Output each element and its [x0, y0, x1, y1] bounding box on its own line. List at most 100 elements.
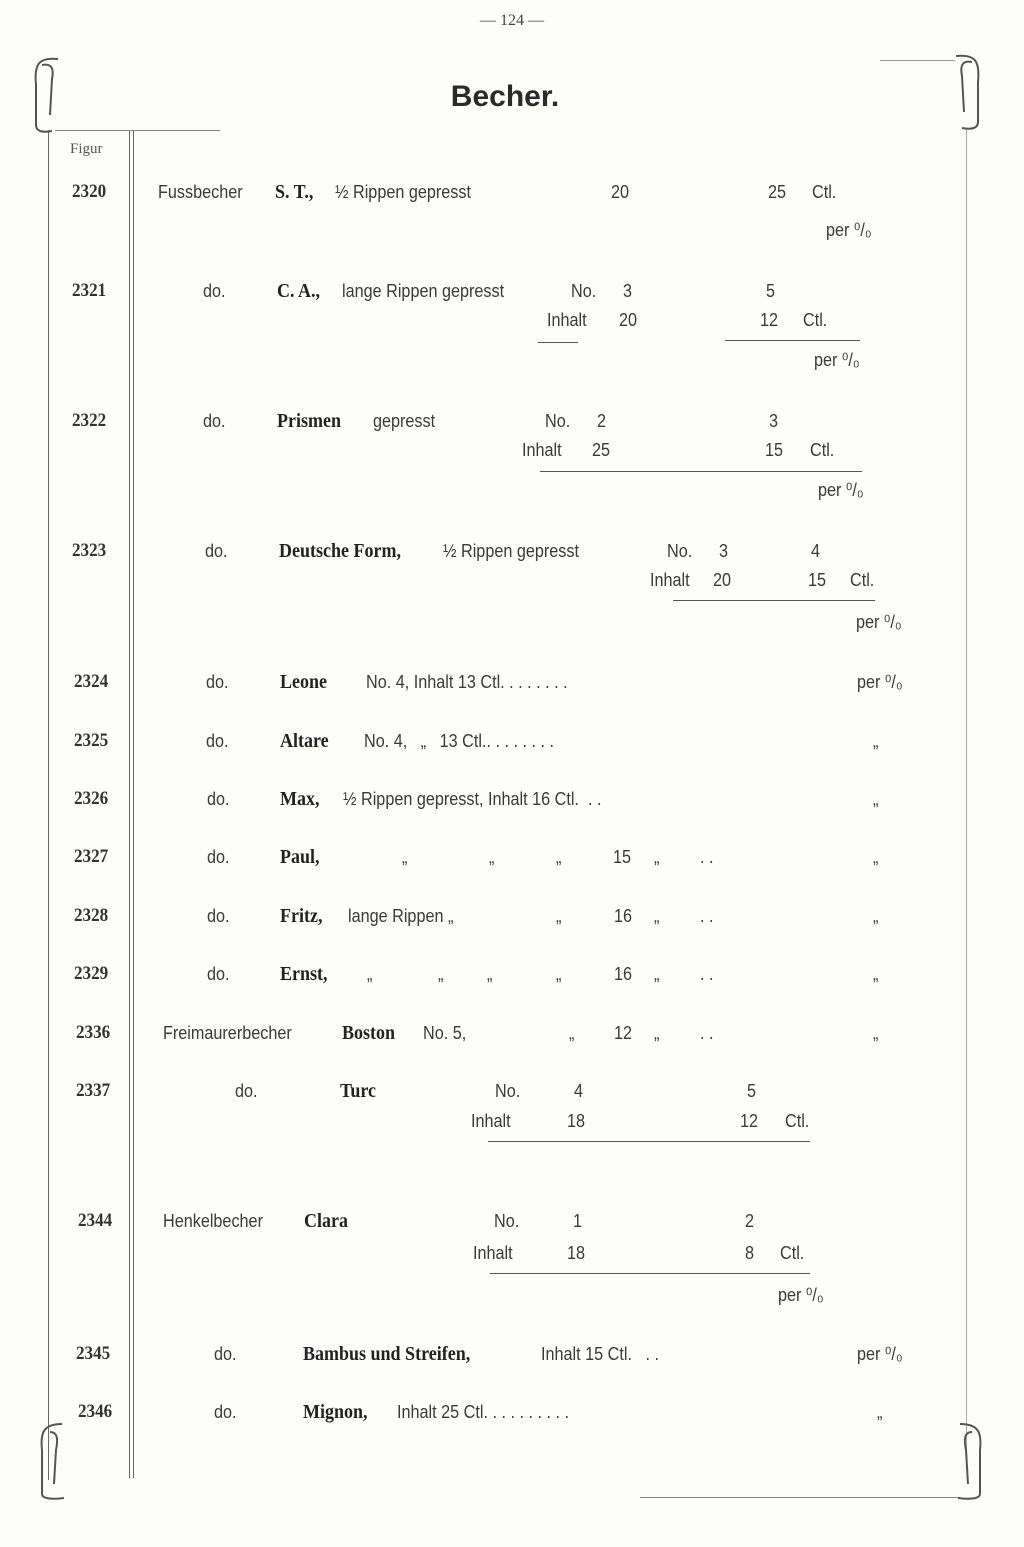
entry-text: 15	[765, 440, 784, 460]
entry-text: do.	[207, 964, 230, 984]
price-underline	[540, 471, 862, 472]
entry-text: Inhalt	[522, 440, 562, 460]
entry-text: No. 4, Inhalt 13 Ctl. . . . . . . .	[366, 672, 568, 692]
price-underline	[673, 600, 875, 601]
entry-text: Fussbecher	[158, 182, 243, 202]
entry-text: „	[556, 906, 562, 926]
entry-text: 3	[623, 281, 633, 301]
entry-text: „	[556, 964, 562, 984]
figure-number: 2327	[74, 846, 109, 867]
entry-text: ½ Rippen gepresst	[443, 541, 579, 561]
entry-text: 15	[808, 570, 827, 590]
entry-text: 16	[614, 964, 633, 984]
ornament-top-left-icon	[34, 57, 59, 133]
entry-text: per ⁰/₀	[778, 1285, 824, 1305]
product-name: Paul,	[280, 846, 320, 868]
price-underline	[538, 342, 578, 343]
entry-text: lange Rippen „	[348, 906, 454, 926]
figure-number: 2345	[76, 1343, 111, 1364]
product-name: C. A.,	[277, 280, 321, 302]
entry-text: gepresst	[373, 411, 436, 431]
entry-text: . .	[700, 906, 714, 926]
top-rule	[55, 130, 220, 131]
entry-text: do.	[207, 906, 230, 926]
entry-text: „	[556, 847, 562, 867]
entry-text: „	[873, 964, 879, 984]
figure-number: 2336	[76, 1022, 111, 1043]
product-name: Altare	[280, 730, 329, 752]
entry-text: per ⁰/₀	[856, 612, 902, 632]
entry-text: „	[654, 1023, 660, 1043]
entry-text: 20	[619, 310, 638, 330]
entry-text: Inhalt 15 Ctl. . .	[541, 1344, 659, 1364]
entry-text: „	[402, 847, 408, 867]
entry-text: 20	[611, 182, 630, 202]
entry-text: Ctl.	[812, 182, 837, 202]
entry-text: „	[654, 847, 660, 867]
entry-text: 20	[713, 570, 732, 590]
product-name: Clara	[304, 1210, 349, 1232]
entry-text: ½ Rippen gepresst, Inhalt 16 Ctl. . .	[343, 789, 602, 809]
entry-text: 8	[745, 1243, 755, 1263]
figure-column-divider	[129, 130, 130, 1478]
entry-text: „	[654, 964, 660, 984]
entry-text: 18	[567, 1111, 586, 1131]
left-border-line	[48, 130, 49, 1480]
entry-text: „	[438, 964, 444, 984]
entry-text: 3	[769, 411, 779, 431]
entry-text: Inhalt	[471, 1111, 511, 1131]
product-name: Mignon,	[303, 1401, 368, 1423]
entry-text: 1	[573, 1211, 583, 1231]
entry-text: do.	[206, 672, 229, 692]
right-border-line	[966, 130, 967, 1470]
entry-text: No.	[495, 1081, 521, 1101]
entry-text: „	[569, 1023, 575, 1043]
entry-text: per ⁰/₀	[818, 480, 864, 500]
product-name: Prismen	[277, 410, 341, 432]
figure-number: 2321	[72, 280, 107, 301]
entry-text: do.	[203, 281, 226, 301]
entry-text: „	[654, 906, 660, 926]
entry-text: do.	[207, 789, 230, 809]
entry-text: per ⁰/₀	[826, 220, 872, 240]
entry-text: do.	[203, 411, 226, 431]
figure-column-label: Figur	[70, 141, 103, 157]
entry-text: No.	[494, 1211, 520, 1231]
entry-text: 25	[768, 182, 787, 202]
product-name: Bambus und Streifen,	[303, 1343, 471, 1365]
entry-text: do.	[214, 1402, 237, 1422]
figure-number: 2329	[74, 963, 109, 984]
entry-text: 2	[597, 411, 607, 431]
figure-number: 2337	[76, 1080, 111, 1101]
entry-text: „	[367, 964, 373, 984]
entry-text: do.	[206, 731, 229, 751]
entry-text: Ctl.	[850, 570, 875, 590]
product-name: S. T.,	[275, 181, 314, 203]
entry-text: Ctl.	[785, 1111, 810, 1131]
page-number: — 124 —	[480, 12, 544, 29]
entry-text: „	[489, 847, 495, 867]
entry-text: Ctl.	[780, 1243, 805, 1263]
entry-text: No.	[571, 281, 597, 301]
entry-text: No.	[545, 411, 571, 431]
entry-text: 12	[740, 1111, 759, 1131]
figure-number: 2320	[72, 181, 107, 202]
figure-number: 2344	[78, 1210, 113, 1231]
entry-text: „	[873, 906, 879, 926]
entry-text: „	[873, 1023, 879, 1043]
entry-text: 4	[811, 541, 821, 561]
top-right-rule	[880, 60, 955, 61]
entry-text: per ⁰/₀	[814, 350, 860, 370]
product-name: Ernst,	[280, 963, 328, 985]
price-underline	[488, 1141, 810, 1142]
entry-text: 15	[613, 847, 632, 867]
figure-number: 2328	[74, 905, 109, 926]
figure-number: 2323	[72, 540, 107, 561]
entry-text: Inhalt	[547, 310, 587, 330]
entry-text: „	[873, 847, 879, 867]
entry-text: 4	[574, 1081, 584, 1101]
product-name: Turc	[340, 1080, 377, 1102]
entry-text: „	[877, 1402, 883, 1422]
ornament-bottom-left-icon	[40, 1423, 65, 1500]
